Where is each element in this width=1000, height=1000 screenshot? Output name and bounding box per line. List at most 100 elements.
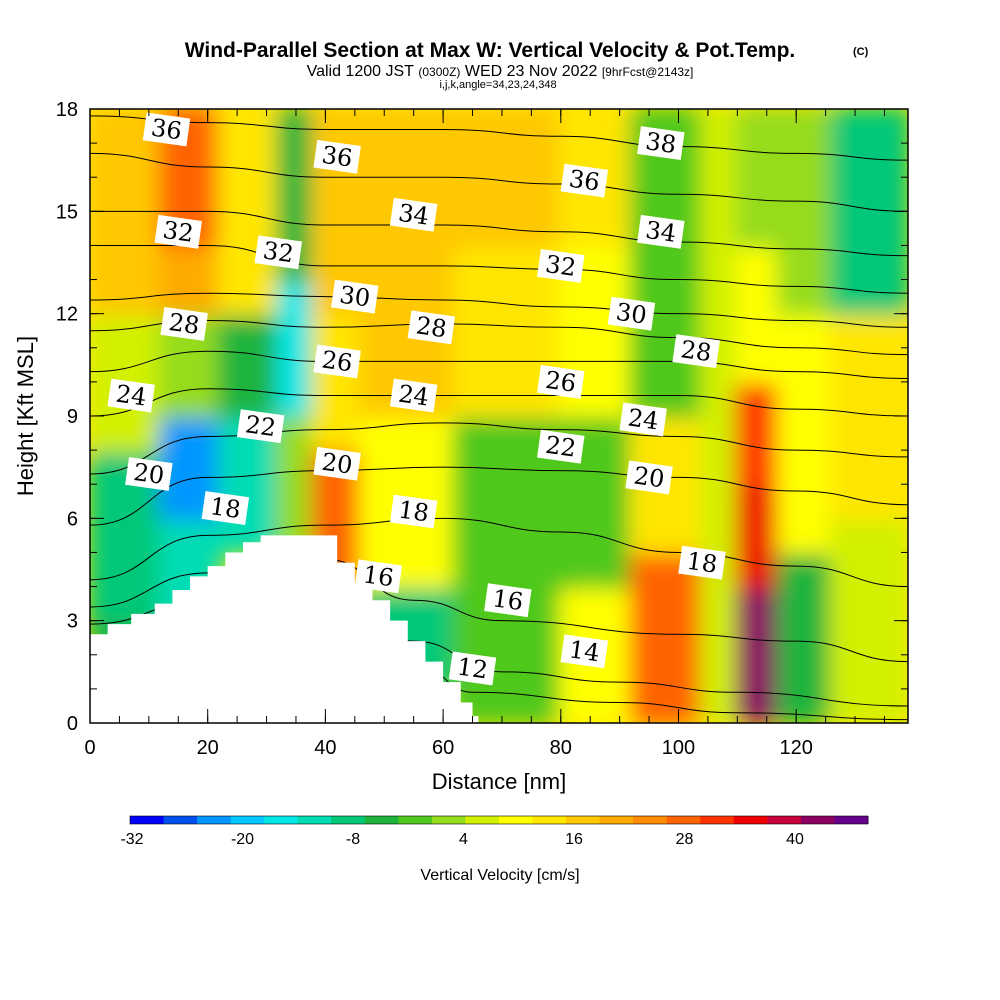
x-tick-label: 20 xyxy=(197,737,219,759)
y-tick-label: 12 xyxy=(56,304,78,326)
contour-label-text: 20 xyxy=(632,461,666,493)
colorbar-tick-label: -32 xyxy=(120,831,143,848)
contour-label: 26 xyxy=(537,364,585,399)
contour-label: 36 xyxy=(142,112,191,147)
contour-label-text: 30 xyxy=(614,298,648,330)
x-tick-label: 100 xyxy=(662,737,695,759)
contour-label: 30 xyxy=(331,279,379,314)
theta-contour-34 xyxy=(90,210,908,257)
vertical-velocity-field xyxy=(90,109,908,723)
velocity-cell xyxy=(776,311,834,555)
colorbar-tick-label: -20 xyxy=(231,831,254,848)
y-tick-label: 3 xyxy=(67,611,78,633)
contour-label-text: 34 xyxy=(644,216,678,248)
theta-contour-30 xyxy=(90,292,908,328)
colorbar-swatch xyxy=(767,816,802,824)
colorbar-frame xyxy=(129,815,869,825)
velocity-cell xyxy=(90,109,163,316)
contour-label: 32 xyxy=(154,214,203,249)
colorbar-swatch xyxy=(130,816,165,824)
contour-label: 18 xyxy=(389,494,438,529)
contour-label: 24 xyxy=(107,378,155,413)
contour-label-text: 28 xyxy=(679,335,713,367)
contour-label: 28 xyxy=(672,334,720,369)
colorbar-swatch xyxy=(834,816,869,824)
theta-contour-26 xyxy=(90,350,908,379)
colorbar-swatch xyxy=(197,816,232,824)
colorbar-swatch xyxy=(800,816,835,824)
colorbar-swatch xyxy=(297,816,332,824)
chart-subtitle: Valid 1200 JST (0300Z) WED 23 Nov 2022 [… xyxy=(307,63,694,80)
contour-label-text: 38 xyxy=(644,127,678,159)
colorbar-swatch xyxy=(264,816,299,824)
contour-label-text: 24 xyxy=(114,380,148,412)
colorbar-swatch xyxy=(230,816,265,824)
colorbar-swatch xyxy=(499,816,534,824)
subtitle-forecast: [9hrFcst@2143z] xyxy=(602,65,694,79)
velocity-cell xyxy=(217,311,281,418)
contour-label: 12 xyxy=(448,651,497,686)
contour-label-text: 18 xyxy=(685,547,719,579)
colorbar-title: Vertical Velocity [cm/s] xyxy=(420,867,579,884)
colorbar-swatch xyxy=(633,816,668,824)
theta-contour-24 xyxy=(90,388,908,417)
colorbar-swatch xyxy=(431,816,466,824)
contour-label-text: 26 xyxy=(544,366,578,398)
contour-label-text: 20 xyxy=(320,448,354,480)
theta-contour-36 xyxy=(90,152,908,212)
colorbar-swatch xyxy=(364,816,399,824)
y-tick-label: 6 xyxy=(67,508,78,530)
velocity-cell xyxy=(776,109,834,316)
y-tick-label: 15 xyxy=(56,201,78,223)
contour-label: 24 xyxy=(619,402,667,437)
chart-title-mark: (C) xyxy=(853,46,869,58)
contour-label-text: 36 xyxy=(320,141,354,173)
x-tick-label: 0 xyxy=(84,737,95,759)
velocity-cell xyxy=(829,516,908,723)
theta-contour-38 xyxy=(90,115,908,161)
colorbar-swatch xyxy=(599,816,634,824)
contour-label-text: 14 xyxy=(567,635,601,667)
velocity-cell xyxy=(700,109,740,723)
contour-label-text: 18 xyxy=(397,496,431,528)
velocity-cell xyxy=(735,482,781,589)
contour-label-text: 22 xyxy=(244,410,278,442)
contour-label-text: 18 xyxy=(208,492,242,524)
contour-label-text: 30 xyxy=(338,281,372,313)
contour-label-text: 28 xyxy=(414,311,448,343)
velocity-cell xyxy=(217,109,281,316)
contour-label: 22 xyxy=(537,429,585,464)
subtitle-valid: Valid 1200 JST xyxy=(307,63,415,80)
velocity-cell xyxy=(735,379,781,487)
subtitle-utc: (0300Z) xyxy=(418,65,460,79)
x-axis: 0 20 40 60 80 100 120 xyxy=(84,109,885,759)
theta-contour-labels: 36 36 38 34 36 32 32 34 32 30 30 28 28 28 26 26 24 24 24 22… xyxy=(107,112,726,686)
contour-label: 28 xyxy=(160,306,208,341)
colorbar-swatch xyxy=(398,816,433,824)
y-tick-label: 18 xyxy=(56,99,78,121)
contour-label: 22 xyxy=(236,409,285,444)
contour-label-text: 32 xyxy=(161,216,195,248)
contour-label: 34 xyxy=(389,197,438,232)
velocity-cell xyxy=(735,109,781,248)
contour-label-text: 32 xyxy=(544,250,578,282)
contour-label-text: 12 xyxy=(455,652,489,684)
contour-label: 18 xyxy=(201,491,250,526)
velocity-cell xyxy=(452,109,563,248)
contour-label: 24 xyxy=(389,378,438,413)
colorbar-tick-label: 28 xyxy=(676,831,694,848)
velocity-cell xyxy=(735,584,781,723)
colorbar-swatch xyxy=(331,816,366,824)
contour-label: 36 xyxy=(560,163,609,198)
contour-label: 32 xyxy=(537,248,585,283)
colorbar-swatch xyxy=(163,816,198,824)
contour-label: 14 xyxy=(560,634,609,669)
contour-label: 16 xyxy=(484,583,532,618)
y-tick-label: 0 xyxy=(67,713,78,735)
contour-label: 30 xyxy=(607,296,656,331)
chart-title: Wind-Parallel Section at Max W: Vertical… xyxy=(185,39,796,62)
x-tick-label: 80 xyxy=(550,737,572,759)
contour-label: 38 xyxy=(637,126,685,161)
